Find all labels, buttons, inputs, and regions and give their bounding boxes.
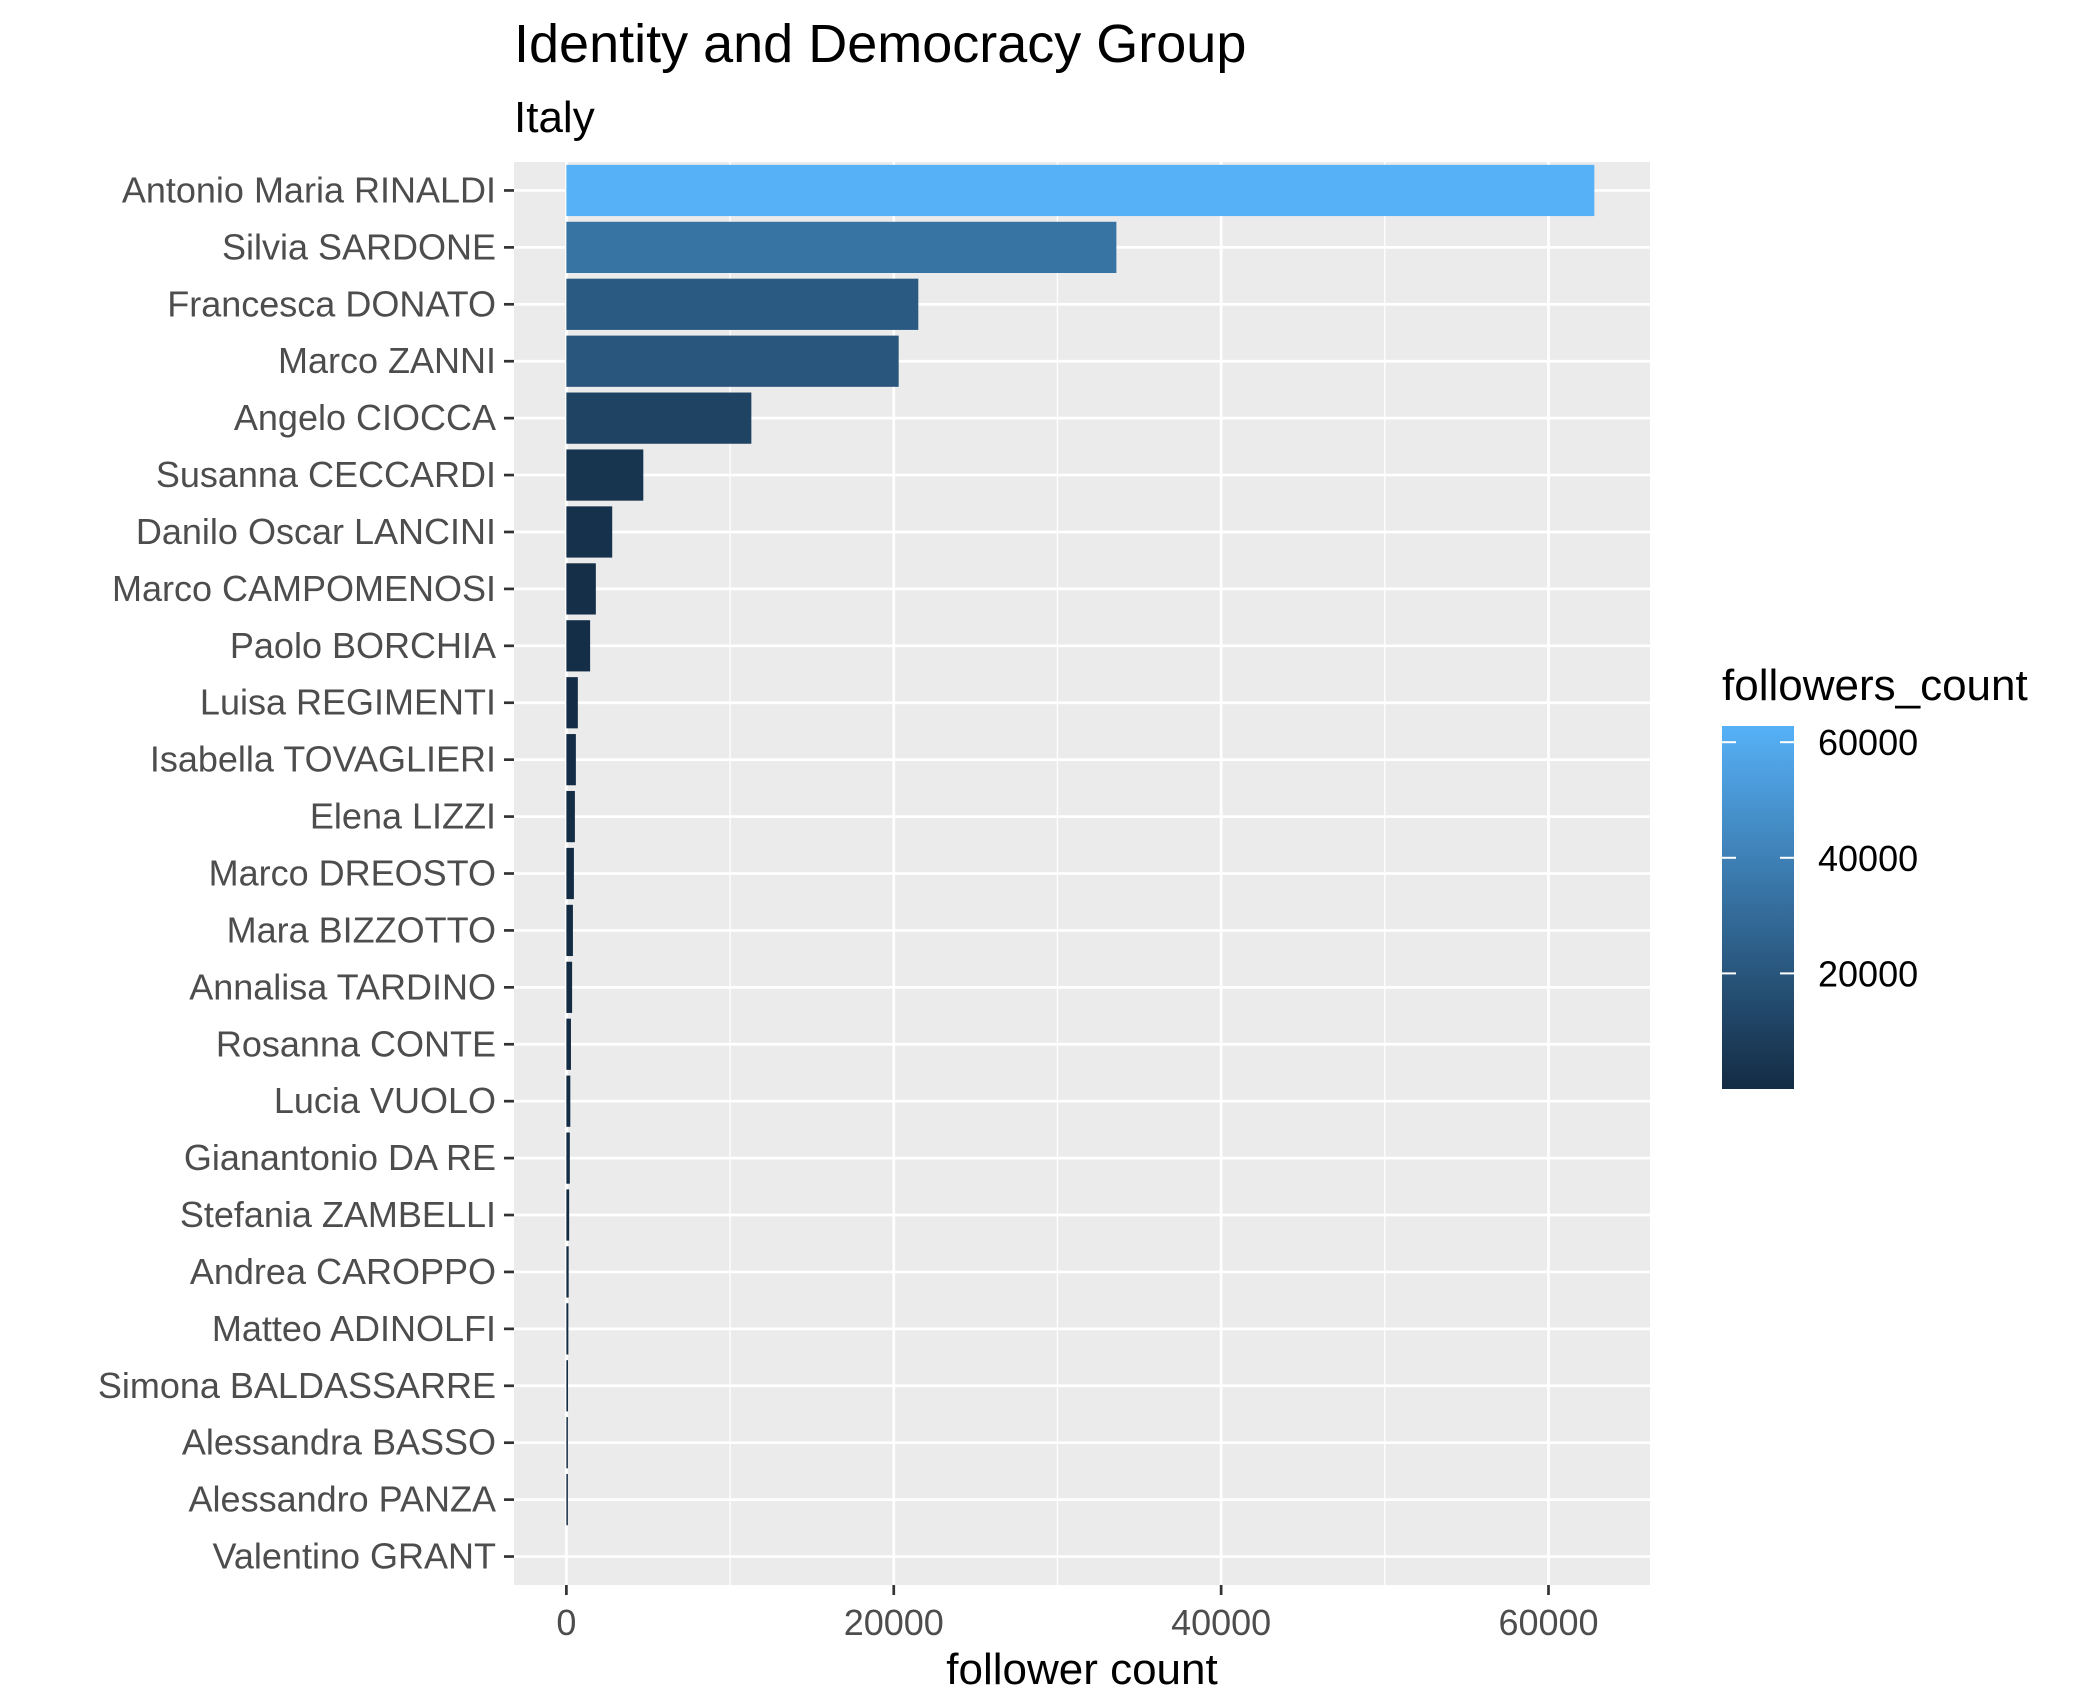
bar <box>566 734 576 786</box>
bar <box>566 847 574 900</box>
y-tick-label: Susanna CECCARDI <box>156 454 496 495</box>
chart-subtitle: Italy <box>514 93 595 142</box>
bar <box>566 1132 570 1184</box>
y-tick-label: Luisa REGIMENTI <box>200 682 496 723</box>
legend-title: followers_count <box>1722 661 2028 710</box>
y-tick-label: Antonio Maria RINALDI <box>122 169 496 210</box>
y-tick-label: Rosanna CONTE <box>216 1023 496 1064</box>
legend-tick-label: 40000 <box>1818 838 1918 879</box>
bar <box>566 677 578 729</box>
y-tick-label: Marco ZANNI <box>278 340 496 381</box>
y-tick-label: Valentino GRANT <box>213 1536 496 1577</box>
bar <box>566 961 573 1013</box>
bar <box>566 790 575 843</box>
y-axis: Antonio Maria RINALDI Silvia SARDONE Franc… <box>98 169 514 1577</box>
bar <box>566 904 573 957</box>
bars <box>566 164 1595 1526</box>
y-tick-label: Stefania ZAMBELLI <box>180 1194 496 1235</box>
x-tick-label: 20000 <box>844 1602 944 1643</box>
bar <box>566 1075 571 1127</box>
bar <box>566 1360 569 1412</box>
legend-colorbar <box>1722 726 1794 1089</box>
x-tick-label: 0 <box>556 1602 576 1643</box>
y-tick-label: Elena LIZZI <box>310 796 496 837</box>
y-tick-label: Lucia VUOLO <box>274 1080 496 1121</box>
x-axis-title: follower count <box>946 1645 1217 1694</box>
y-tick-label: Silvia SARDONE <box>222 226 496 267</box>
bar <box>566 506 613 558</box>
y-tick-label: Angelo CIOCCA <box>234 397 496 438</box>
bar <box>566 620 591 672</box>
x-tick-label: 60000 <box>1498 1602 1598 1643</box>
bar <box>566 278 919 330</box>
y-tick-label: Simona BALDASSARRE <box>98 1365 496 1406</box>
bar <box>566 1189 570 1241</box>
x-axis: 0 20000 40000 60000 <box>556 1585 1599 1643</box>
y-tick-label: Matteo ADINOLFI <box>212 1308 496 1349</box>
y-tick-label: Marco DREOSTO <box>209 853 496 894</box>
legend-tick-label: 60000 <box>1818 722 1918 763</box>
bar <box>566 1417 568 1469</box>
y-tick-label: Annalisa TARDINO <box>189 966 496 1007</box>
bar <box>566 1303 569 1355</box>
chart-title: Identity and Democracy Group <box>514 14 1246 74</box>
bar <box>566 392 752 444</box>
legend: followers_count 20000 40000 60000 <box>1722 661 2028 1089</box>
bar <box>566 164 1595 217</box>
y-tick-label: Marco CAMPOMENOSI <box>112 568 496 609</box>
y-tick-label: Paolo BORCHIA <box>230 625 496 666</box>
y-tick-label: Andrea CAROPPO <box>190 1251 496 1292</box>
y-tick-label: Isabella TOVAGLIERI <box>150 739 496 780</box>
bar <box>566 1246 569 1298</box>
y-tick-label: Gianantonio DA RE <box>184 1137 496 1178</box>
y-tick-label: Alessandro PANZA <box>189 1479 496 1520</box>
bar <box>566 221 1117 273</box>
bar <box>566 1474 568 1526</box>
y-tick-label: Mara BIZZOTTO <box>227 909 496 950</box>
legend-ticks: 20000 40000 60000 <box>1722 722 1918 994</box>
bar <box>566 335 899 387</box>
x-tick-label: 40000 <box>1171 1602 1271 1643</box>
bar <box>566 1018 571 1070</box>
y-tick-label: Francesca DONATO <box>167 283 496 324</box>
legend-tick-label: 20000 <box>1818 953 1918 994</box>
bar <box>566 449 644 501</box>
y-tick-label: Danilo Oscar LANCINI <box>136 511 496 552</box>
y-tick-label: Alessandra BASSO <box>182 1422 496 1463</box>
bar <box>566 563 596 615</box>
